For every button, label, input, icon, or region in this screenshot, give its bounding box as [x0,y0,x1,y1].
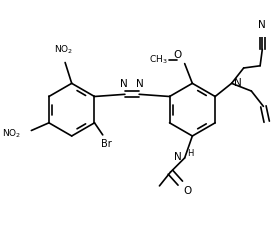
Text: N: N [136,79,144,89]
Text: O: O [173,50,181,60]
Text: N: N [174,152,181,162]
Text: H: H [187,149,193,158]
Text: N: N [258,20,266,30]
Text: NO$_2$: NO$_2$ [2,128,22,140]
Text: Br: Br [101,139,112,149]
Text: O: O [184,186,192,196]
Text: N: N [120,79,128,89]
Text: CH$_3$: CH$_3$ [148,54,167,66]
Text: N: N [234,78,242,88]
Text: NO$_2$: NO$_2$ [54,43,74,56]
